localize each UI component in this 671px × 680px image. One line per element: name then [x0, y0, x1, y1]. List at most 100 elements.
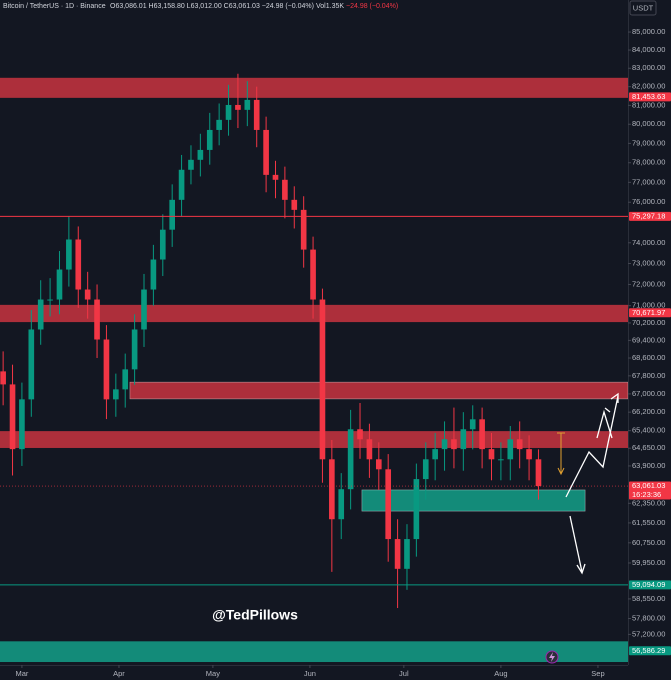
- candle-body: [488, 449, 495, 460]
- currency[interactable]: USDT: [633, 3, 654, 12]
- candle-body: [37, 299, 44, 330]
- arrow-down: [569, 515, 583, 573]
- level-badge: [629, 646, 671, 656]
- candle-body: [394, 539, 401, 569]
- candle-body: [216, 119, 222, 130]
- candle-body: [441, 439, 448, 450]
- candle-body: [19, 399, 25, 450]
- candle-body: [300, 209, 307, 250]
- watermark: @TedPillows: [212, 607, 298, 623]
- y-tick-label: 68,600.00: [632, 353, 665, 362]
- candle-body: [56, 269, 63, 300]
- y-tick-label: 57,200.00: [632, 629, 665, 638]
- y-tick-label: 73,000.00: [632, 258, 665, 267]
- candle-body: [188, 159, 194, 170]
- arrow-zigzag: [604, 407, 611, 413]
- x-tick-label: Apr: [113, 669, 125, 678]
- y-tick-label: 65,400.00: [632, 426, 665, 435]
- candle-body: [0, 371, 6, 385]
- y-tick-label: 60,750.00: [632, 538, 665, 547]
- y-tick-label: 78,000.00: [632, 158, 665, 167]
- y-tick-label: 57,800.00: [632, 614, 665, 623]
- candle-body: [178, 169, 185, 200]
- candle-body: [94, 299, 100, 340]
- candle-body: [291, 199, 298, 210]
- candle-body: [319, 299, 326, 460]
- arrow-zigzag: [596, 409, 613, 439]
- candle-body: [451, 439, 457, 450]
- candle-body: [413, 479, 420, 540]
- y-tick-label: 63,900.00: [632, 461, 665, 470]
- x-tick-label: May: [206, 669, 220, 678]
- y-tick-label: 62,350.00: [632, 498, 665, 507]
- candle-body: [422, 459, 429, 480]
- zone: [0, 77, 628, 98]
- measure: [557, 432, 565, 476]
- y-tick-label: 67,800.00: [632, 371, 665, 380]
- alert-bolt[interactable]: [549, 652, 555, 662]
- candle-body: [75, 239, 82, 290]
- y-tick-label: 59,950.00: [632, 558, 665, 567]
- candles: [0, 73, 542, 609]
- candle-body: [159, 229, 166, 260]
- zone: [129, 381, 629, 400]
- candle-body: [150, 259, 157, 290]
- candle-body: [272, 174, 279, 180]
- candle-body: [282, 179, 288, 200]
- y-tick-label: 72,000.00: [632, 279, 665, 288]
- y-tick-label: 66,200.00: [632, 407, 665, 416]
- zone: [361, 489, 586, 512]
- level-label: 59,094.09: [632, 580, 665, 589]
- level-label: 70,671.97: [632, 308, 665, 317]
- level-label: 56,586.29: [632, 646, 665, 655]
- level-label: 63,061.03: [632, 481, 665, 490]
- currency-box[interactable]: [629, 0, 657, 16]
- y-tick-label: 84,000.00: [632, 45, 665, 54]
- y-tick-label: 71,000.00: [632, 301, 665, 310]
- candle-body: [9, 384, 16, 450]
- y-tick-label: 80,000.00: [632, 119, 665, 128]
- candle-body: [244, 99, 251, 110]
- measure-head: [557, 467, 565, 476]
- candle-body: [526, 449, 532, 460]
- level-badge: [629, 92, 671, 102]
- zone: [0, 641, 628, 663]
- y-tick-label: 64,650.00: [632, 443, 665, 452]
- level-label: 75,297.18: [632, 211, 665, 220]
- symbol: Bitcoin / TetherUS · 1D · Binance: [3, 3, 106, 10]
- ohlc: O63,086.01 H63,158.80 L63,012.00 C63,061…: [110, 3, 314, 10]
- candle-body: [479, 419, 485, 450]
- candle-body: [47, 299, 53, 301]
- x-tick-label: Aug: [494, 669, 507, 678]
- overlay: [0, 215, 628, 586]
- level-badge: [629, 481, 671, 500]
- y-tick-label: 58,550.00: [632, 594, 665, 603]
- candle-body: [338, 489, 345, 520]
- candle-body: [225, 104, 232, 120]
- candle-body: [263, 129, 269, 175]
- candle-body: [507, 439, 514, 460]
- candle-body: [103, 339, 110, 400]
- y-tick-label: 81,000.00: [632, 100, 665, 109]
- y-tick-label: 82,000.00: [632, 82, 665, 91]
- arrow-head: [610, 392, 619, 403]
- level-badge: [629, 580, 671, 590]
- y-tick-label: 85,000.00: [632, 27, 665, 36]
- candle-body: [113, 389, 119, 400]
- candle-body: [535, 459, 542, 487]
- candle-body: [66, 239, 72, 270]
- y-tick-label: 76,000.00: [632, 197, 665, 206]
- level-label: 81,453.63: [632, 92, 665, 101]
- candle-body: [141, 289, 147, 330]
- y-tick-label: 69,400.00: [632, 335, 665, 344]
- y-tick-label: 74,000.00: [632, 238, 665, 247]
- candle-body: [329, 459, 335, 520]
- volume: Vol1.35K: [316, 3, 344, 10]
- zone: [0, 431, 628, 448]
- candle-body: [366, 439, 373, 460]
- candle-body: [375, 459, 382, 470]
- candle-body: [169, 199, 176, 230]
- candle-body: [347, 429, 354, 490]
